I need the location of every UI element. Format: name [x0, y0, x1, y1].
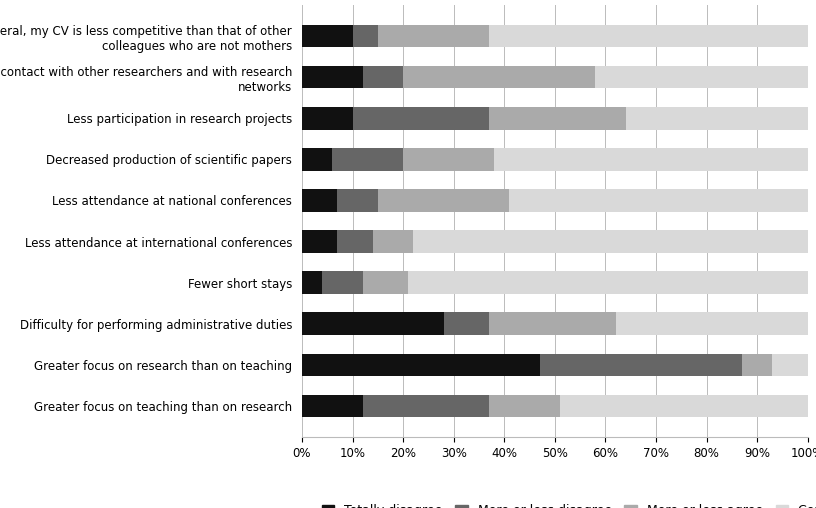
Bar	[489, 312, 615, 335]
Bar	[337, 230, 373, 253]
Bar	[626, 107, 808, 130]
Bar	[362, 395, 489, 417]
Bar	[413, 230, 808, 253]
Bar	[773, 354, 808, 376]
Bar	[302, 395, 362, 417]
Bar	[408, 271, 808, 294]
Bar	[302, 354, 539, 376]
Bar	[489, 107, 626, 130]
Bar	[332, 148, 403, 171]
Legend: Totally disagree, More or less disagree, More or less agree, Completely agree: Totally disagree, More or less disagree,…	[317, 499, 816, 508]
Bar	[742, 354, 773, 376]
Bar	[322, 271, 362, 294]
Bar	[353, 25, 378, 47]
Bar	[539, 354, 742, 376]
Bar	[494, 148, 808, 171]
Bar	[378, 25, 489, 47]
Bar	[302, 25, 353, 47]
Bar	[302, 107, 353, 130]
Bar	[302, 312, 444, 335]
Bar	[403, 148, 494, 171]
Bar	[509, 189, 808, 212]
Bar	[615, 312, 808, 335]
Bar	[302, 230, 337, 253]
Bar	[489, 395, 560, 417]
Bar	[337, 189, 378, 212]
Bar	[362, 271, 408, 294]
Bar	[302, 148, 332, 171]
Bar	[362, 66, 403, 88]
Bar	[560, 395, 808, 417]
Bar	[353, 107, 489, 130]
Bar	[444, 312, 489, 335]
Bar	[302, 271, 322, 294]
Bar	[373, 230, 413, 253]
Bar	[596, 66, 808, 88]
Bar	[302, 66, 362, 88]
Bar	[378, 189, 509, 212]
Bar	[302, 189, 337, 212]
Bar	[489, 25, 808, 47]
Bar	[403, 66, 596, 88]
